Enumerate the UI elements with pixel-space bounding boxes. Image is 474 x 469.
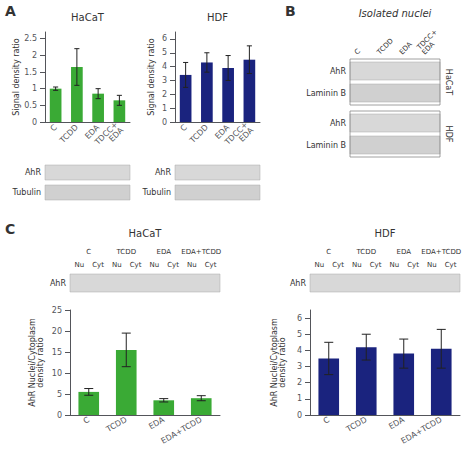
svg-text:C: C <box>178 123 189 134</box>
svg-text:1: 1 <box>297 394 302 403</box>
svg-text:Nu: Nu <box>75 261 85 269</box>
svg-text:Nu: Nu <box>390 261 400 269</box>
svg-text:Signal density ratio: Signal density ratio <box>147 38 156 116</box>
svg-text:0: 0 <box>57 411 62 420</box>
svg-text:C: C <box>322 415 332 426</box>
svg-text:Cyt: Cyt <box>445 261 457 269</box>
svg-text:15: 15 <box>52 348 62 357</box>
svg-text:B: B <box>285 3 296 19</box>
svg-text:1: 1 <box>162 104 167 113</box>
svg-text:EDA: EDA <box>397 248 412 256</box>
svg-text:Signal density ratio: Signal density ratio <box>12 38 21 116</box>
svg-text:Tubulin: Tubulin <box>12 188 41 197</box>
svg-text:C: C <box>326 248 331 256</box>
svg-text:6: 6 <box>297 314 302 323</box>
svg-text:TCDD: TCDD <box>115 248 136 256</box>
svg-text:4: 4 <box>162 62 167 71</box>
svg-text:EDA+TCDD: EDA+TCDD <box>400 415 444 446</box>
svg-text:EDA: EDA <box>83 122 102 141</box>
svg-text:Nu: Nu <box>352 261 362 269</box>
svg-text:2.5: 2.5 <box>24 34 37 43</box>
svg-text:6: 6 <box>162 34 167 43</box>
svg-text:EDA: EDA <box>213 122 232 141</box>
svg-text:5: 5 <box>162 48 167 57</box>
svg-text:EDA: EDA <box>387 415 406 431</box>
svg-text:Nu: Nu <box>315 261 325 269</box>
svg-text:AhR Nuclei/Cytoplasm: AhR Nuclei/Cytoplasm <box>27 318 37 407</box>
svg-text:TCDD: TCDD <box>344 415 369 434</box>
svg-text:Cyt: Cyt <box>370 261 382 269</box>
svg-text:1: 1 <box>32 84 37 93</box>
svg-text:AhR: AhR <box>290 279 307 288</box>
svg-text:density ratio: density ratio <box>278 337 287 387</box>
svg-text:TCDD: TCDD <box>104 415 129 434</box>
svg-text:2: 2 <box>32 51 37 60</box>
svg-text:HaCaT: HaCaT <box>129 228 163 239</box>
svg-text:Cyt: Cyt <box>332 261 344 269</box>
svg-text:TCDD: TCDD <box>57 123 80 146</box>
svg-text:EDA+TCDD: EDA+TCDD <box>181 248 221 256</box>
svg-text:HaCaT: HaCaT <box>444 69 453 95</box>
svg-text:3: 3 <box>162 76 167 85</box>
svg-text:HDF: HDF <box>207 12 228 23</box>
svg-text:Cyt: Cyt <box>167 261 179 269</box>
svg-text:Nu: Nu <box>112 261 122 269</box>
svg-text:Laminin B: Laminin B <box>306 89 346 98</box>
svg-text:TDCC+: TDCC+ <box>92 120 120 147</box>
svg-text:TCDD: TCDD <box>355 248 376 256</box>
svg-text:TDCC+: TDCC+ <box>222 120 250 147</box>
svg-text:EDA: EDA <box>147 415 166 431</box>
svg-text:Isolated nuclei: Isolated nuclei <box>359 8 432 19</box>
svg-text:HDF: HDF <box>375 228 396 239</box>
svg-text:5: 5 <box>297 330 302 339</box>
svg-text:20: 20 <box>52 327 62 336</box>
svg-text:Nu: Nu <box>427 261 437 269</box>
svg-text:HaCaT: HaCaT <box>71 12 105 23</box>
svg-text:AhR Nuclei/Cytoplasm: AhR Nuclei/Cytoplasm <box>269 318 279 407</box>
svg-text:EDA+TCDD: EDA+TCDD <box>421 248 461 256</box>
svg-text:EDA: EDA <box>237 125 255 143</box>
svg-text:AhR: AhR <box>330 67 347 76</box>
svg-text:EDA+TCDD: EDA+TCDD <box>160 415 204 446</box>
svg-text:3: 3 <box>297 362 302 371</box>
svg-text:TCDD: TCDD <box>375 37 395 57</box>
svg-text:density ratio: density ratio <box>36 337 45 387</box>
svg-text:10: 10 <box>52 369 62 378</box>
svg-text:Nu: Nu <box>187 261 197 269</box>
svg-text:5: 5 <box>57 390 62 399</box>
svg-text:AhR: AhR <box>155 168 172 177</box>
svg-text:AhR: AhR <box>25 168 42 177</box>
svg-text:C: C <box>82 415 92 426</box>
svg-text:TCDD: TCDD <box>187 123 210 146</box>
svg-text:0: 0 <box>162 118 167 127</box>
svg-text:HDF: HDF <box>444 126 453 143</box>
svg-text:C: C <box>353 47 362 56</box>
svg-text:C: C <box>5 221 15 237</box>
svg-text:25: 25 <box>52 306 62 315</box>
svg-text:Tubulin: Tubulin <box>142 188 171 197</box>
svg-text:Cyt: Cyt <box>130 261 142 269</box>
svg-text:C: C <box>48 123 59 134</box>
svg-text:EDA: EDA <box>107 125 125 143</box>
svg-text:Cyt: Cyt <box>92 261 104 269</box>
svg-text:TDCC+: TDCC+ <box>415 27 439 52</box>
svg-text:0: 0 <box>297 411 302 420</box>
svg-text:Laminin B: Laminin B <box>306 141 346 150</box>
svg-text:4: 4 <box>297 346 302 355</box>
svg-text:2: 2 <box>297 378 302 387</box>
svg-text:AhR: AhR <box>50 279 67 288</box>
svg-text:Cyt: Cyt <box>407 261 419 269</box>
svg-text:Cyt: Cyt <box>205 261 217 269</box>
svg-text:1.5: 1.5 <box>24 68 37 77</box>
svg-text:AhR: AhR <box>330 119 347 128</box>
svg-text:0.5: 0.5 <box>24 101 37 110</box>
svg-text:A: A <box>5 3 16 19</box>
svg-text:EDA: EDA <box>398 40 414 56</box>
svg-text:2: 2 <box>162 90 167 99</box>
svg-text:0: 0 <box>32 118 37 127</box>
svg-text:EDA: EDA <box>157 248 172 256</box>
svg-text:Nu: Nu <box>150 261 160 269</box>
svg-text:C: C <box>86 248 91 256</box>
svg-text:EDA: EDA <box>420 40 436 56</box>
